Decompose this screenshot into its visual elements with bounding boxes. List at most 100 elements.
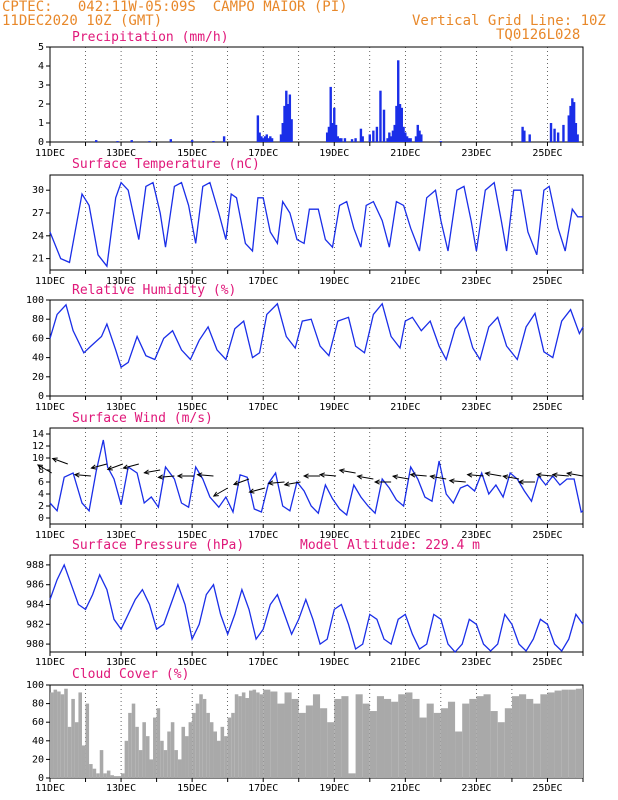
precip-bar [556, 132, 560, 142]
temp-series-line [49, 181, 583, 268]
wind-ytick-label: 4 [38, 489, 44, 500]
cloud-bar [580, 688, 583, 778]
wind-arrow-head [106, 465, 113, 471]
cloud-bar [121, 773, 125, 778]
precip-xtick-label: 15DEC [177, 148, 207, 159]
precip-bar [262, 138, 265, 142]
psfc-title: Surface Pressure (hPa) [72, 538, 244, 553]
cloud-bar [369, 711, 377, 778]
cloud-bar [57, 691, 61, 778]
wind-arrow-shaft [449, 480, 466, 483]
precip-bar [336, 136, 340, 142]
cloud-bar [259, 694, 264, 778]
rh-ytick-label: 20 [32, 372, 44, 383]
cloud-bar [156, 708, 161, 778]
cloud-xtick-label: 25DEC [532, 783, 562, 794]
precip-bar [420, 134, 423, 142]
precip-bar [549, 123, 553, 142]
cloud-bar [554, 690, 562, 778]
precip-bar [409, 138, 412, 142]
cloud-bar [547, 692, 555, 778]
wind-arrow-shaft [213, 487, 228, 497]
cloud-bar [224, 736, 228, 778]
cloud-bar [312, 694, 321, 778]
precip-bar [359, 128, 363, 142]
wind-ytick-label: 0 [38, 513, 44, 524]
precip-xtick-label: 11DEC [35, 148, 65, 159]
precip-bar [288, 94, 292, 142]
cloud-bar [99, 750, 104, 778]
wind-arrow-shaft [197, 474, 214, 477]
cloud-bar [135, 726, 139, 778]
cloud-bar [206, 712, 210, 778]
cloud-bar [67, 726, 72, 778]
psfc-xtick-label: 11DEC [35, 657, 65, 668]
precip-bar [290, 119, 293, 142]
precip-bar [350, 139, 354, 142]
cloud-bar [60, 694, 65, 778]
cloud-bar [568, 689, 576, 778]
wind-arrow-head [302, 473, 309, 479]
precip-bar [572, 102, 576, 142]
cloud-xtick-label: 23DEC [461, 783, 491, 794]
cloud-bar [113, 776, 118, 778]
cloud-bar [433, 712, 441, 778]
precip-bar [340, 138, 343, 142]
wind-arrow-head [448, 478, 455, 484]
rh-ytick-label: 80 [32, 314, 44, 325]
wind-arrow-shaft [503, 475, 520, 480]
wind-arrow-shaft [536, 474, 553, 477]
temp-ytick-label: 30 [32, 185, 44, 196]
cloud-bar [85, 703, 90, 778]
cloud-bar [89, 764, 93, 778]
rh-ytick-label: 40 [32, 353, 44, 364]
precip-ytick-label: 0 [38, 137, 44, 148]
cloud-bar [405, 692, 413, 778]
wind-xtick-label: 23DEC [461, 530, 491, 541]
precip-bar [521, 126, 524, 142]
rh-xtick-label: 11DEC [35, 402, 65, 413]
cloud-bar [248, 690, 253, 778]
wind-arrow-shaft [74, 474, 91, 477]
wind-arrow-head [122, 464, 129, 470]
wind-arrow-head [566, 471, 573, 477]
precip-bar [279, 134, 283, 142]
cloud-bar [74, 722, 79, 778]
temp-xtick-label: 25DEC [532, 276, 562, 287]
precip-bar [574, 123, 578, 142]
precip-ytick-label: 2 [38, 99, 44, 110]
wind-arrow-head [283, 481, 290, 487]
wind-xtick-label: 19DEC [319, 530, 349, 541]
psfc-xtick-label: 19DEC [319, 657, 349, 668]
precip-bar [267, 138, 270, 142]
rh-xtick-label: 17DEC [248, 402, 278, 413]
cloud-bar [185, 736, 189, 778]
wind-ytick-label: 12 [32, 441, 44, 452]
precip-bar [375, 126, 379, 142]
cloud-bar [270, 691, 278, 778]
precip-bar [190, 140, 194, 142]
psfc-xtick-label: 23DEC [461, 657, 491, 668]
cloud-bar [391, 701, 399, 778]
cloud-bar [284, 692, 292, 778]
cloud-bar [128, 712, 132, 778]
wind-xtick-label: 17DEC [248, 530, 278, 541]
precip-bar [414, 136, 418, 142]
wind-arrow-shaft [567, 472, 584, 477]
cloud-bar [217, 740, 221, 778]
rh-xtick-label: 23DEC [461, 402, 491, 413]
cloud-bar [195, 703, 200, 778]
cloud-bar [149, 759, 154, 778]
precip-bar [334, 124, 338, 142]
cloud-bar [533, 703, 541, 778]
cloud-bar [476, 696, 484, 778]
wind-xtick-label: 13DEC [106, 530, 136, 541]
cloud-ytick-label: 60 [32, 717, 44, 728]
precip-ytick-label: 1 [38, 118, 44, 129]
rh-xtick-label: 15DEC [177, 402, 207, 413]
wind-arrow-head [466, 472, 473, 478]
cloud-bar [170, 722, 175, 778]
wind-arrow-shaft [393, 475, 409, 480]
cloud-bar [202, 698, 207, 778]
cloud-bar [526, 698, 534, 778]
